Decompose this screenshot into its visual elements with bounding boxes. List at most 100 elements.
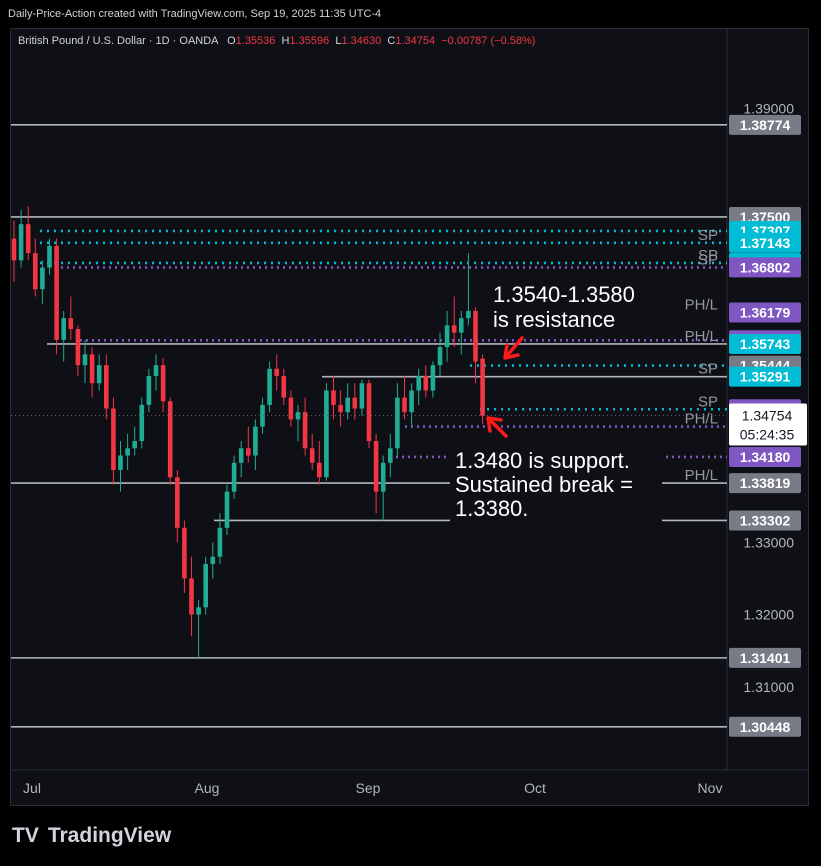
legend-change: −0.00787 (−0.58%) bbox=[441, 35, 536, 47]
price-tag-8: 1.35743 bbox=[740, 336, 791, 352]
candle-body-2 bbox=[25, 224, 31, 254]
candle-23 bbox=[175, 469, 180, 543]
resistance-arrow-icon bbox=[503, 336, 524, 360]
last-price-tag: 1.34754 bbox=[742, 407, 793, 423]
candle-34 bbox=[253, 419, 258, 470]
candle-body-12 bbox=[96, 365, 102, 384]
candle-body-33 bbox=[246, 448, 251, 456]
candle-body-63 bbox=[459, 318, 464, 333]
price-tag-bg-17 bbox=[729, 716, 801, 737]
candle-body-42 bbox=[309, 448, 315, 463]
candle-51 bbox=[373, 433, 379, 514]
candle-11 bbox=[89, 347, 95, 398]
candle-19 bbox=[146, 368, 152, 413]
candle-body-11 bbox=[89, 354, 95, 384]
countdown-tag: 05:24:35 bbox=[740, 426, 795, 442]
candle-41 bbox=[302, 397, 308, 456]
annotation-support-line-1: Sustained break = bbox=[455, 472, 633, 497]
legend-close: 1.34754 bbox=[395, 35, 436, 47]
candle-42 bbox=[309, 433, 315, 470]
candle-body-65 bbox=[473, 310, 478, 362]
candle-body-18 bbox=[139, 404, 145, 442]
price-tag-bg-13 bbox=[729, 446, 801, 467]
candle-31 bbox=[231, 455, 237, 499]
candle-body-47 bbox=[345, 397, 350, 413]
candle-body-44 bbox=[324, 390, 329, 478]
candle-2 bbox=[25, 206, 31, 261]
candle-7 bbox=[61, 310, 66, 362]
candle-0 bbox=[11, 220, 17, 283]
candle-body-40 bbox=[295, 412, 301, 420]
candle-64 bbox=[466, 253, 471, 326]
price-tag-10: 1.35291 bbox=[740, 369, 791, 385]
candle-54 bbox=[395, 383, 400, 456]
level-label-3: SP bbox=[698, 227, 718, 244]
candle-body-16 bbox=[125, 448, 130, 456]
candle-body-15 bbox=[118, 455, 123, 470]
candle-52 bbox=[380, 455, 386, 521]
candle-9 bbox=[75, 325, 81, 377]
candle-body-10 bbox=[82, 354, 88, 366]
candle-body-50 bbox=[366, 383, 372, 442]
candle-body-51 bbox=[373, 441, 379, 492]
candle-4 bbox=[40, 260, 45, 304]
level-label-12: PH/L bbox=[685, 411, 718, 428]
candle-53 bbox=[388, 433, 393, 478]
candle-16 bbox=[125, 433, 130, 470]
candle-body-58 bbox=[423, 376, 429, 391]
candle-29 bbox=[217, 513, 223, 564]
y-tick-0: 1.39000 bbox=[743, 101, 794, 117]
candle-body-4 bbox=[40, 267, 45, 290]
y-tick-2: 1.32000 bbox=[743, 607, 794, 623]
candle-49 bbox=[359, 379, 365, 416]
candle-body-5 bbox=[47, 245, 52, 268]
candle-body-30 bbox=[224, 491, 230, 528]
candle-body-41 bbox=[302, 412, 308, 449]
price-tag-bg-6 bbox=[729, 302, 801, 323]
candle-body-24 bbox=[182, 527, 187, 579]
candle-body-6 bbox=[54, 245, 59, 340]
candle-47 bbox=[345, 383, 350, 420]
candle-27 bbox=[203, 556, 208, 615]
candle-48 bbox=[352, 383, 358, 420]
candle-55 bbox=[402, 376, 407, 420]
candle-body-22 bbox=[167, 401, 173, 478]
price-tag-16: 1.31401 bbox=[740, 650, 791, 666]
candle-body-49 bbox=[359, 383, 365, 409]
level-label-11: SP bbox=[698, 393, 718, 410]
candle-body-21 bbox=[160, 365, 166, 402]
candle-13 bbox=[104, 354, 109, 420]
candle-14 bbox=[111, 397, 116, 485]
candle-66 bbox=[480, 354, 485, 425]
annotation-resistance-line-1: is resistance bbox=[493, 307, 615, 332]
price-tag-bg-16 bbox=[729, 647, 801, 668]
level-label-10: SP bbox=[698, 361, 718, 378]
price-tag-bg-3 bbox=[729, 232, 801, 253]
candle-8 bbox=[68, 296, 74, 340]
candle-body-23 bbox=[175, 477, 180, 528]
price-tag-0: 1.38774 bbox=[740, 117, 791, 133]
candle-body-31 bbox=[231, 462, 237, 492]
legend-open-label: O bbox=[227, 35, 236, 47]
candle-39 bbox=[288, 390, 294, 427]
candle-18 bbox=[139, 397, 145, 449]
candle-46 bbox=[338, 390, 343, 427]
candle-body-7 bbox=[61, 318, 66, 340]
legend-high: 1.35596 bbox=[289, 35, 330, 47]
candle-body-39 bbox=[288, 397, 294, 420]
price-tag-bg-15 bbox=[729, 510, 801, 531]
candle-3 bbox=[33, 238, 38, 297]
y-tick-3: 1.31000 bbox=[743, 679, 794, 695]
tradingview-logo[interactable]: TV TradingView bbox=[12, 824, 171, 848]
candle-body-66 bbox=[480, 358, 485, 416]
candle-26 bbox=[196, 600, 201, 658]
candle-body-56 bbox=[409, 390, 414, 413]
level-label-8: PH/L bbox=[685, 328, 718, 345]
annotation-support-line-2: 1.3380. bbox=[455, 496, 528, 521]
tradingview-brand: TradingView bbox=[47, 824, 172, 847]
legend-low: 1.34630 bbox=[341, 35, 382, 47]
candle-body-0 bbox=[11, 238, 17, 261]
legend-low-label: L bbox=[335, 35, 342, 47]
last-price-tag-bg bbox=[729, 403, 807, 446]
